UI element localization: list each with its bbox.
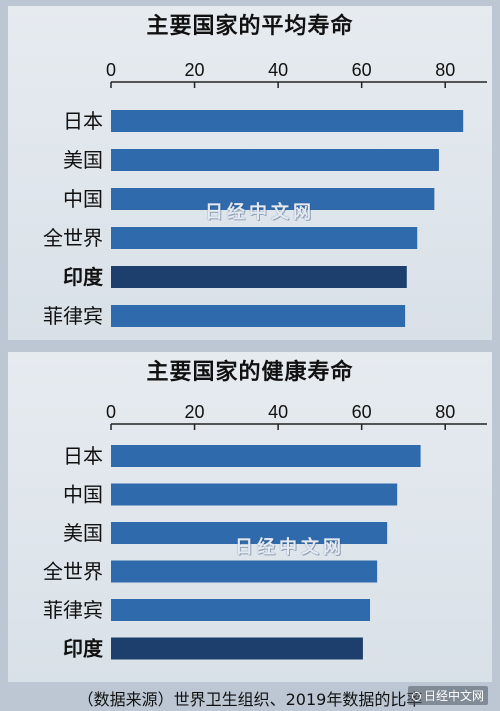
bar [111,522,388,544]
bar [111,305,406,327]
x-tick-label: 60 [352,60,372,80]
source-badge: 日经中文网 [408,686,489,705]
category-label: 美国 [63,521,103,545]
bar [111,560,378,583]
category-label: 中国 [63,483,103,507]
bar [111,599,371,621]
category-label: 印度 [63,265,104,289]
category-label: 印度 [63,637,104,661]
chat-icon [412,692,421,701]
category-label: 菲律宾 [43,304,103,328]
chart-panel-healthy-life-expectancy: 主要国家的健康寿命 0 20 40 60 80 日本中国美国全世界菲律宾印度 [8,352,492,682]
bar [111,445,421,467]
category-label: 美国 [63,148,103,172]
x-tick-label: 0 [106,402,116,422]
x-tick-label: 20 [185,60,205,80]
x-tick-label: 80 [435,60,455,80]
bar [111,483,398,506]
chart-panel-life-expectancy: 主要国家的平均寿命 0 20 40 60 80 日本美国中国全世界印度菲律宾 [8,6,492,340]
category-label: 菲律宾 [43,598,103,622]
source-note: （数据来源）世界卫生组织、2019年数据的比率 [77,690,423,709]
bar [111,637,363,660]
badge-label: 日经中文网 [424,689,485,703]
chart-title: 主要国家的健康寿命 [146,360,354,385]
category-label: 日本 [63,109,103,133]
x-tick-label: 20 [185,402,205,422]
bar [111,110,464,132]
x-tick-label: 40 [268,60,288,80]
bar [111,149,439,171]
bar [111,227,418,249]
category-label: 全世界 [43,226,103,250]
category-label: 中国 [63,187,103,211]
chart-title: 主要国家的平均寿命 [146,14,354,39]
x-tick-label: 60 [352,402,372,422]
x-tick-label: 40 [268,402,288,422]
x-tick-label: 0 [106,60,116,80]
x-tick-label: 80 [435,402,455,422]
category-label: 日本 [63,444,103,468]
bar [111,266,407,288]
category-label: 全世界 [43,560,103,584]
bar [111,188,435,210]
